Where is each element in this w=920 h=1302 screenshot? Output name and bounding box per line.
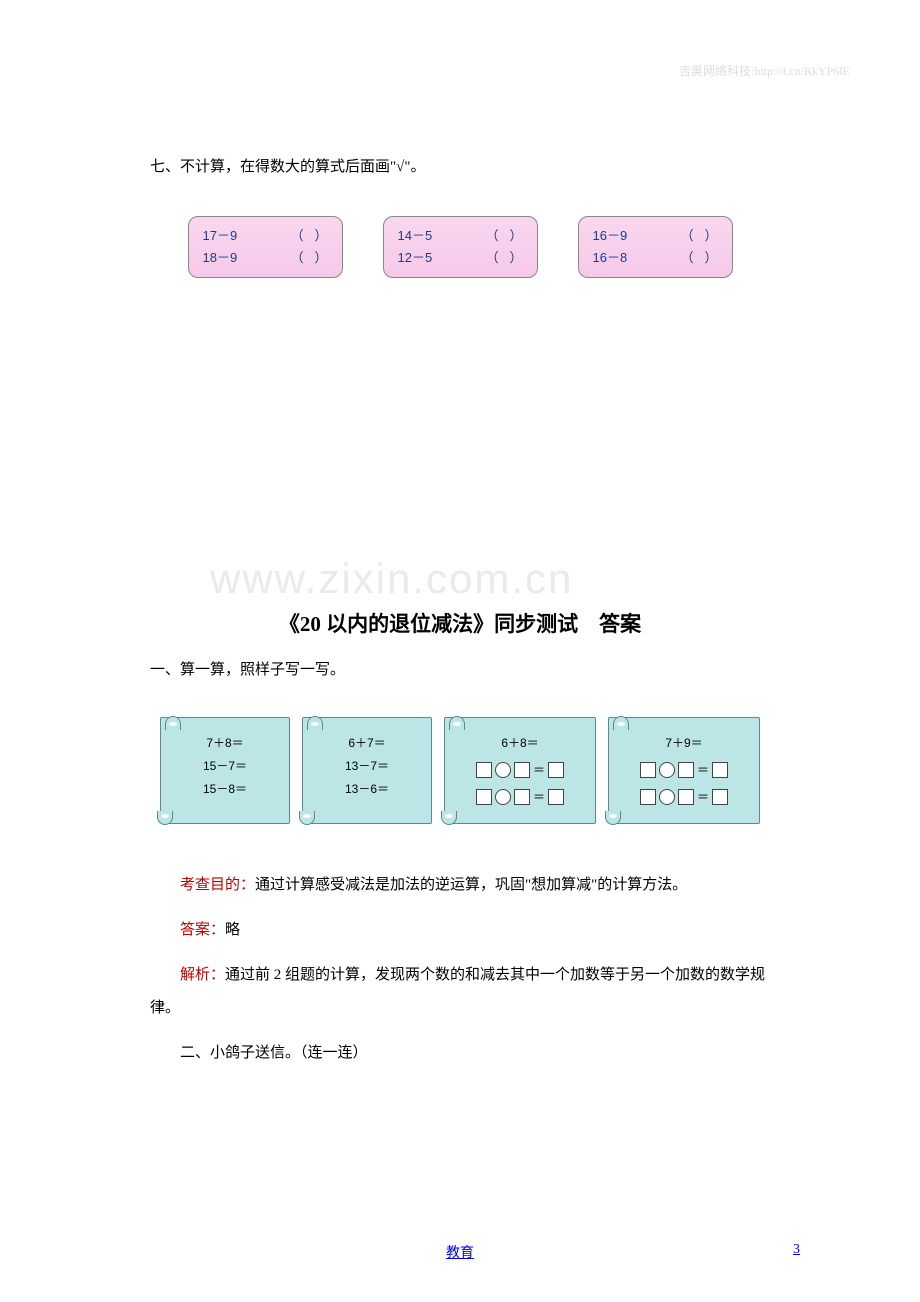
circle-blank: [659, 789, 675, 805]
circle-blank: [495, 789, 511, 805]
scroll-2: 6＋7＝ 13－7＝ 13－6＝: [302, 717, 432, 823]
page-content: 七、不计算，在得数大的算式后面画"√"。 17－9（ ） 18－9（ ） 14－…: [0, 0, 920, 1070]
q1a-title: 一、算一算，照样子写一写。: [150, 658, 770, 679]
answer-line: 答案：略: [150, 914, 770, 947]
scroll-curl-icon: [299, 811, 315, 825]
explain-line: 解析：通过前 2 组题的计算，发现两个数的和减去其中一个加数等于另一个加数的数学…: [150, 959, 770, 1025]
q2a-title: 二、小鸽子送信。（连一连）: [150, 1037, 770, 1070]
blank-equation: ＝: [619, 759, 749, 782]
square-blank: [712, 789, 728, 805]
scroll-4: 7＋9＝ ＝ ＝: [608, 717, 760, 823]
square-blank: [678, 789, 694, 805]
scroll-curl-icon: [441, 811, 457, 825]
scroll-1: 7＋8＝ 15－7＝ 15－8＝: [160, 717, 290, 823]
q7-box3-row2: 16－8（ ）: [593, 247, 718, 269]
blank-equation: ＝: [455, 759, 585, 782]
q7-box2-row2: 12－5（ ）: [398, 247, 523, 269]
blank-equation: ＝: [619, 786, 749, 809]
q7-box2-row1: 14－5（ ）: [398, 225, 523, 247]
square-blank: [514, 789, 530, 805]
square-blank: [476, 762, 492, 778]
square-blank: [640, 789, 656, 805]
page-number: 3: [793, 1242, 800, 1258]
q7-box-2: 14－5（ ） 12－5（ ）: [383, 216, 538, 278]
scroll-group: 7＋8＝ 15－7＝ 15－8＝ 6＋7＝ 13－7＝ 13－6＝ 6＋8＝ ＝…: [150, 717, 770, 823]
scroll-tab-icon: [307, 716, 323, 730]
scroll-3: 6＋8＝ ＝ ＝: [444, 717, 596, 823]
scroll-tab-icon: [449, 716, 465, 730]
q7-box1-row1: 17－9（ ）: [203, 225, 328, 247]
blank-equation: ＝: [455, 786, 585, 809]
circle-blank: [659, 762, 675, 778]
square-blank: [476, 789, 492, 805]
q7-box-1: 17－9（ ） 18－9（ ）: [188, 216, 343, 278]
q7-box1-row2: 18－9（ ）: [203, 247, 328, 269]
square-blank: [514, 762, 530, 778]
scroll-tab-icon: [613, 716, 629, 730]
square-blank: [678, 762, 694, 778]
answer-section-title: 《20 以内的退位减法》同步测试 答案: [150, 608, 770, 638]
q7-boxes: 17－9（ ） 18－9（ ） 14－5（ ） 12－5（ ） 16－9（ ） …: [150, 216, 770, 278]
q7-title: 七、不计算，在得数大的算式后面画"√"。: [150, 155, 770, 176]
q7-box3-row1: 16－9（ ）: [593, 225, 718, 247]
square-blank: [712, 762, 728, 778]
q7-box-3: 16－9（ ） 16－8（ ）: [578, 216, 733, 278]
square-blank: [548, 762, 564, 778]
scroll-curl-icon: [157, 811, 173, 825]
analysis-block: 考查目的：通过计算感受减法是加法的逆运算，巩固"想加算减"的计算方法。 答案：略…: [150, 869, 770, 1070]
page-footer: 教育 3: [0, 1242, 920, 1262]
square-blank: [640, 762, 656, 778]
scroll-curl-icon: [605, 811, 621, 825]
scroll-tab-icon: [165, 716, 181, 730]
footer-link[interactable]: 教育: [446, 1246, 474, 1261]
square-blank: [548, 789, 564, 805]
circle-blank: [495, 762, 511, 778]
purpose-line: 考查目的：通过计算感受减法是加法的逆运算，巩固"想加算减"的计算方法。: [150, 869, 770, 902]
